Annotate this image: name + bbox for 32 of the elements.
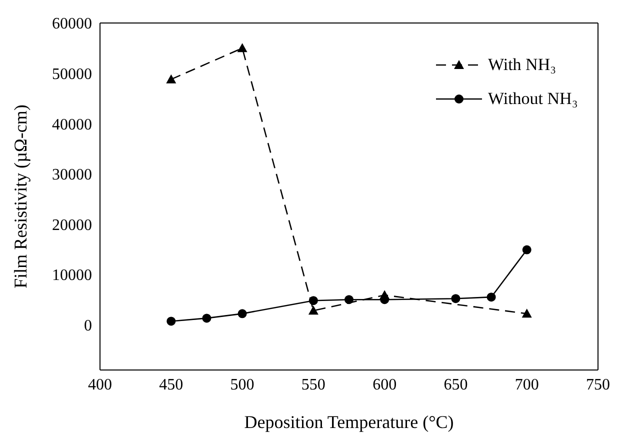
x-tick-label: 750 [586,376,610,394]
point [166,74,176,84]
x-tick-label: 450 [159,376,184,394]
point [451,294,460,304]
y-axis-title: Film Resistivity (µΩ-cm) [10,104,30,288]
point [344,295,354,304]
y-tick-label: 40000 [52,116,92,134]
point [486,292,496,302]
y-tick-label: 30000 [52,166,92,184]
x-tick-label: 400 [88,376,112,394]
x-axis-title: Deposition Temperature (°C) [244,412,454,432]
x-tick-label: 650 [444,376,468,394]
legend-label: Without NH₃ [488,89,578,109]
y-tick-label: 50000 [52,66,92,83]
x-tick-label: 550 [301,376,326,394]
point [522,308,532,318]
x-tick-label: 600 [372,376,397,394]
y-tick-label: 60000 [52,16,92,33]
point [202,314,212,323]
point [238,309,247,318]
x-tick-label: 700 [514,376,539,394]
y-tick-label: 20000 [52,216,92,234]
point [237,43,248,52]
point [380,290,390,300]
point [522,245,532,254]
y-tick-label: 10000 [52,267,92,284]
point [308,296,318,306]
point [166,316,176,326]
y-tick-label: 0 [84,317,92,334]
legend-label: With NH₃ [488,55,556,75]
point [308,306,318,315]
x-tick-label: 500 [230,376,254,394]
